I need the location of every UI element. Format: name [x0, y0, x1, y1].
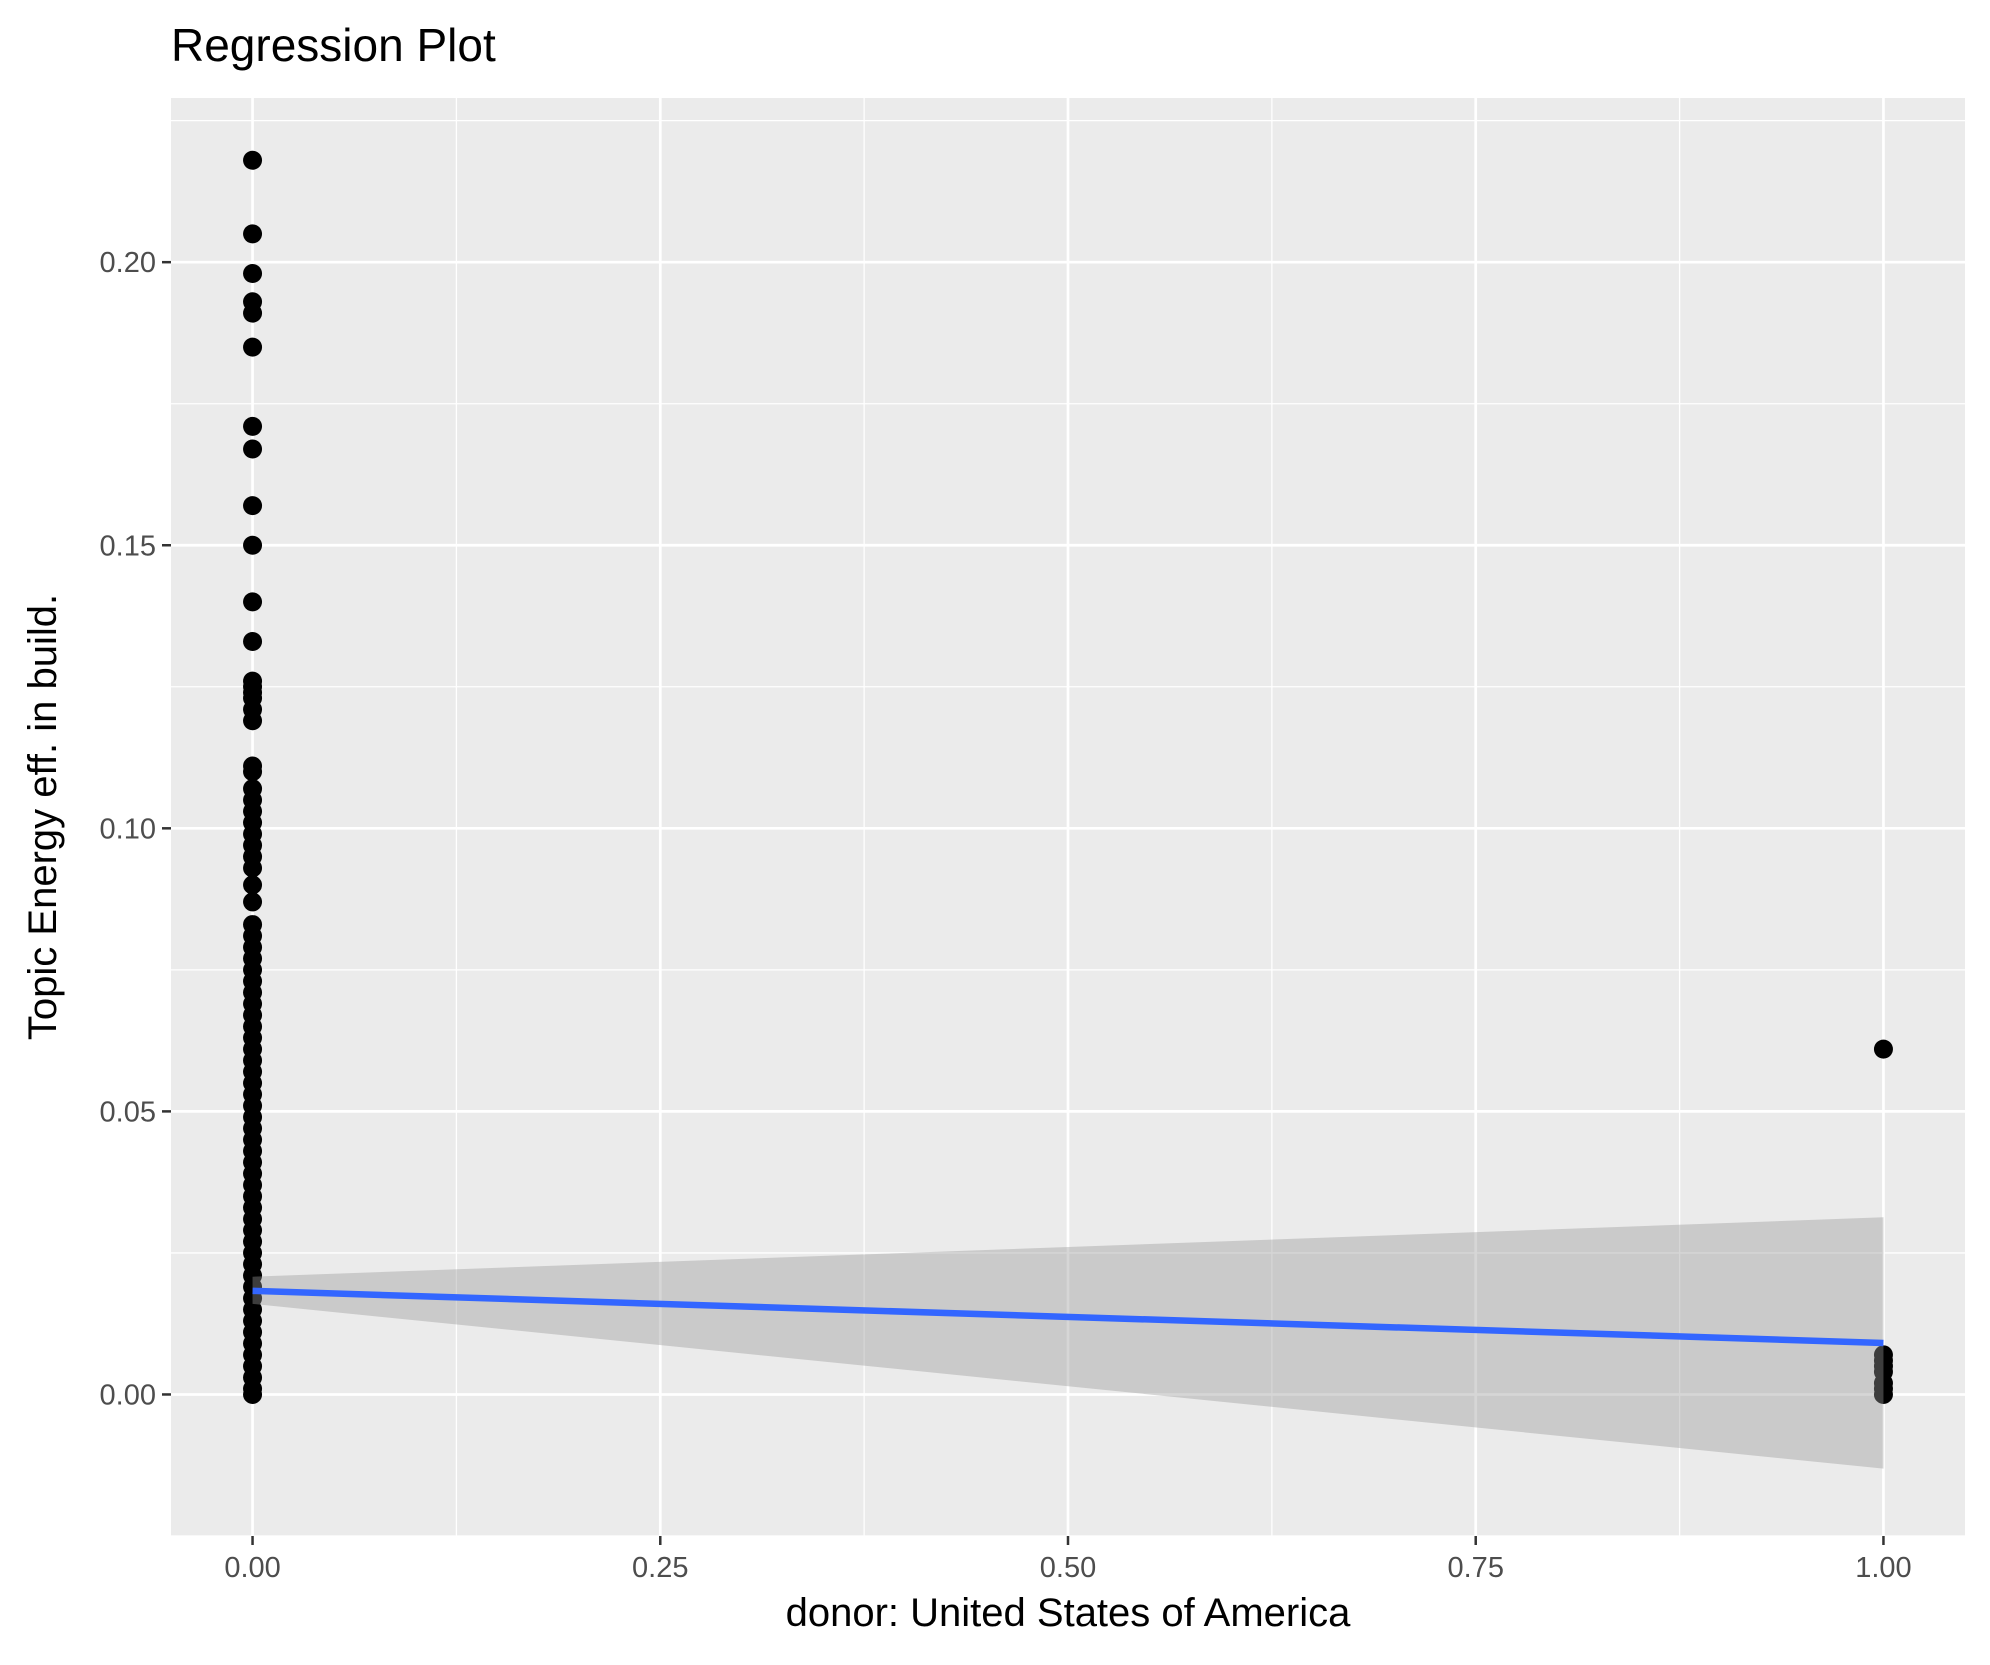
x-tick-label: 0.50: [1040, 1552, 1096, 1584]
data-point: [243, 264, 263, 284]
data-point: [243, 416, 263, 436]
data-point: [243, 875, 263, 895]
regression-line: [252, 1287, 1884, 1347]
data-point: [243, 303, 263, 323]
data-point: [243, 150, 263, 170]
x-tick-label: 1.00: [1855, 1552, 1911, 1584]
data-point: [243, 337, 263, 357]
confidence-band-layer: [252, 1217, 1884, 1469]
data-point: [243, 892, 263, 912]
y-tick-label: 0.10: [100, 813, 156, 845]
data-point: [243, 439, 263, 459]
y-axis-title: Topic Energy eff. in build.: [21, 594, 65, 1040]
data-point: [243, 858, 263, 878]
x-axis: 0.00 0.25 0.50 0.75 1.00: [224, 1536, 1912, 1584]
data-point: [243, 762, 263, 782]
data-point: [243, 711, 263, 731]
x-tick-label: 0.00: [224, 1552, 280, 1584]
x-tick-label: 0.75: [1448, 1552, 1504, 1584]
y-tick-label: 0.00: [100, 1379, 156, 1411]
data-point: [243, 224, 263, 244]
x-tick-label: 0.25: [632, 1552, 688, 1584]
regression-line-layer: [252, 1287, 1884, 1347]
data-point: [243, 496, 263, 516]
y-tick-label: 0.15: [100, 530, 156, 562]
y-axis: 0.00 0.05 0.10 0.15 0.20: [100, 247, 171, 1411]
confidence-band: [252, 1217, 1884, 1469]
data-point: [243, 592, 263, 612]
data-point: [243, 1384, 263, 1404]
y-tick-label: 0.05: [100, 1096, 156, 1128]
data-point: [243, 535, 263, 555]
data-point: [243, 631, 263, 651]
data-point: [1873, 1039, 1893, 1059]
y-tick-label: 0.20: [100, 247, 156, 279]
chart-title: Regression Plot: [171, 19, 496, 71]
data-point: [1873, 1384, 1893, 1404]
data-points-layer: [243, 150, 1893, 1404]
x-axis-title: donor: United States of America: [786, 1591, 1352, 1635]
